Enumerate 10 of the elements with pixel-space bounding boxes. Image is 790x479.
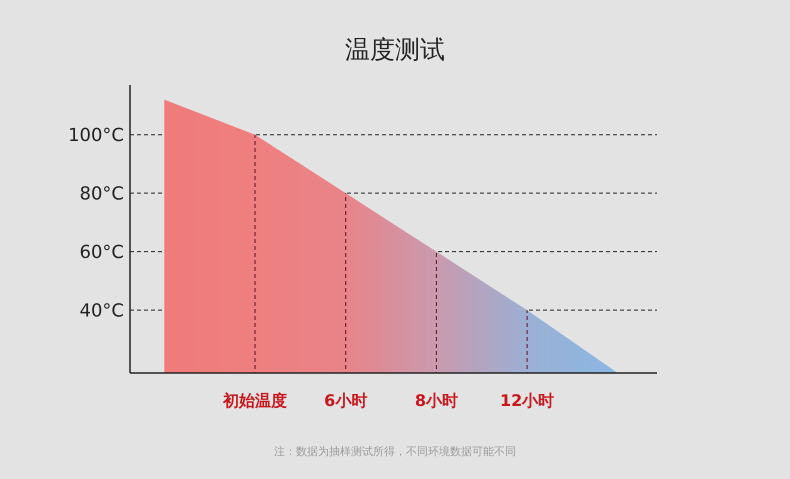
x-tick-label: 8小时 [414,391,458,410]
y-tick-label: 100°C [68,125,124,146]
x-tick-label: 12小时 [500,391,554,410]
y-tick-label: 60°C [80,242,124,263]
text: 注：数据为抽样测试所得，不同环境数据可能不同 [274,445,516,458]
x-tick-label: 初始温度 [222,391,287,410]
y-tick-label: 40°C [80,300,124,322]
y-tick-label: 80°C [80,183,124,204]
x-tick-label: 6小时 [324,391,368,410]
chart-title: 温度测试 [345,35,445,64]
